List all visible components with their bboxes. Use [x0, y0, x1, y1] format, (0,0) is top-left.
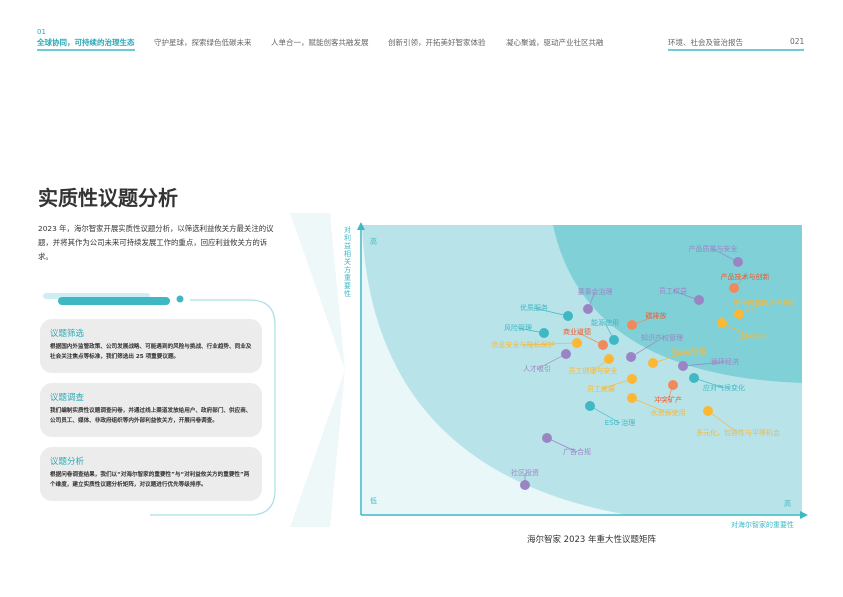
topic-dot [572, 338, 582, 348]
page-number: 021 [790, 37, 805, 46]
leader-line [536, 353, 567, 370]
step-title: 议题筛选 [50, 329, 85, 339]
topic-dot [542, 433, 552, 443]
topic-dot [729, 283, 739, 293]
step-card-screening: 议题筛选 根据国内外监管政策、公司发展战略、可能遇到的风险与挑战、行业趋势、同业… [40, 319, 262, 373]
topic-dot [604, 354, 614, 364]
topic-dot [678, 361, 688, 371]
x-high-label: 高 [784, 500, 791, 508]
topic-dot [627, 320, 637, 330]
topic-label: 应对气候变化 [703, 384, 745, 392]
deco-bar [58, 297, 170, 305]
nav-item-innovation[interactable]: 创新引领，开拓美好智家体验 [388, 38, 486, 47]
topic-dot [648, 358, 658, 368]
topic-label: 冲突矿产 [654, 396, 682, 404]
leader-line [652, 351, 689, 364]
report-title-underline [668, 49, 804, 51]
topic-label: 循环经济 [711, 358, 739, 366]
leader-line [522, 342, 578, 346]
leader-line [589, 405, 621, 424]
step-text: 我们编制实质性议题调查问卷，并通过线上渠道发放给用户、政府部门、供应商、公司员工… [50, 408, 252, 424]
leader-line [693, 377, 725, 389]
section-number: 01 [37, 28, 46, 36]
leader-line [707, 410, 739, 434]
nav-item-community[interactable]: 凝心聚诚，驱动产业社区共融 [506, 38, 604, 47]
y-axis-label: 对利益相关方重要性 [344, 226, 351, 298]
nav-item-governance[interactable]: 全球协同，可持续的治理生态 [37, 38, 135, 47]
topic-label: 产品技术与创新 [720, 273, 770, 281]
panel-outline [150, 299, 276, 516]
topic-dot [717, 318, 727, 328]
topic-label: 商业道德 [563, 328, 591, 336]
leader-line [682, 361, 726, 367]
topic-label: 员工发展 [587, 385, 615, 393]
low-label: 低 [370, 497, 377, 505]
topic-dot [694, 295, 704, 305]
y-axis-arrow [357, 222, 365, 230]
x-axis-arrow [800, 511, 808, 519]
topic-dot [668, 380, 678, 390]
active-nav-underline [37, 49, 135, 51]
step-card-analysis: 议题分析 根据问卷调查结果，我们以“对海尔智家的重要性”与“对利益攸关方的重要性… [40, 447, 262, 501]
step-title: 议题分析 [50, 457, 85, 467]
topic-dot [563, 311, 573, 321]
topic-dot [627, 393, 637, 403]
topic-dot [539, 328, 549, 338]
topic-dot [585, 401, 595, 411]
topic-dot [583, 304, 593, 314]
page-title: 实质性议题分析 [38, 186, 178, 210]
topic-label: 员工权益 [659, 287, 687, 295]
topic-label: 信息安全与隐私保护 [491, 341, 555, 349]
topic-label: 水资源使用 [650, 409, 686, 417]
topic-label: 多元化，包容性与平等机会 [696, 429, 780, 437]
step-title: 议题调查 [50, 393, 85, 403]
topic-label: 员工健康与安全 [568, 367, 618, 375]
report-title: 环境、社会及管治报告 [668, 38, 743, 47]
leader-line [721, 322, 753, 338]
chevron-decoration [290, 213, 345, 527]
topic-label: 产品质量与安全 [688, 245, 738, 253]
topic-dot [598, 340, 608, 350]
topic-label: 绿色产品 [738, 333, 766, 341]
topic-label: 优质服务 [520, 304, 548, 312]
topic-label: 碳排放 [645, 312, 667, 320]
y-high-label: 高 [370, 238, 377, 246]
topic-dot [733, 257, 743, 267]
topic-label: 风险管理 [504, 324, 532, 332]
matrix-caption: 海尔智家 2023 年重大性议题矩阵 [526, 535, 657, 545]
leader-line [630, 337, 663, 358]
topic-label: 广告合规 [563, 448, 591, 456]
topic-dot [626, 352, 636, 362]
step-text: 根据问卷调查结果，我们以“对海尔智家的重要性”与“对利益攸关方的重要性”两个维度… [50, 472, 250, 488]
topic-label: 能源使用 [591, 319, 619, 327]
topic-label: 电子废物循环与利用 [733, 299, 797, 307]
topic-dot [561, 349, 571, 359]
topic-dot [520, 480, 530, 490]
topic-dot [627, 374, 637, 384]
leader-line [533, 307, 569, 317]
topic-label: 人才吸引 [523, 365, 551, 373]
x-axis-label: 对海尔智家的重要性 [731, 521, 794, 529]
leader-line [600, 378, 633, 390]
nav-item-people[interactable]: 人单合一，赋能创客共融发展 [271, 38, 369, 47]
step-card-survey: 议题调查 我们编制实质性议题调查问卷，并通过线上渠道发放给用户、政府部门、供应商… [40, 383, 262, 437]
topic-dot [703, 406, 713, 416]
deco-dot [176, 295, 184, 303]
topic-label: 董事会治理 [577, 288, 613, 296]
topic-dot [734, 309, 744, 319]
topic-dot [689, 373, 699, 383]
step-text: 根据国内外监管政策、公司发展战略、可能遇到的风险与挑战、行业趋势、同业及社会关注… [50, 344, 252, 360]
topic-label: 知识产权管理 [641, 334, 683, 342]
topic-label: ESG 治理 [604, 419, 636, 427]
leader-line [546, 437, 578, 453]
nav-item-environment[interactable]: 守护星球，探索绿色低碳未来 [154, 38, 252, 47]
topic-label: 供应链管理 [670, 348, 706, 356]
topic-label: 社区投资 [511, 469, 539, 477]
leader-line [631, 397, 669, 414]
intro-text: 2023 年，海尔智家开展实质性议题分析，以筛选利益攸关方最关注的议题，并将其作… [38, 224, 274, 261]
topic-dot [609, 335, 619, 345]
